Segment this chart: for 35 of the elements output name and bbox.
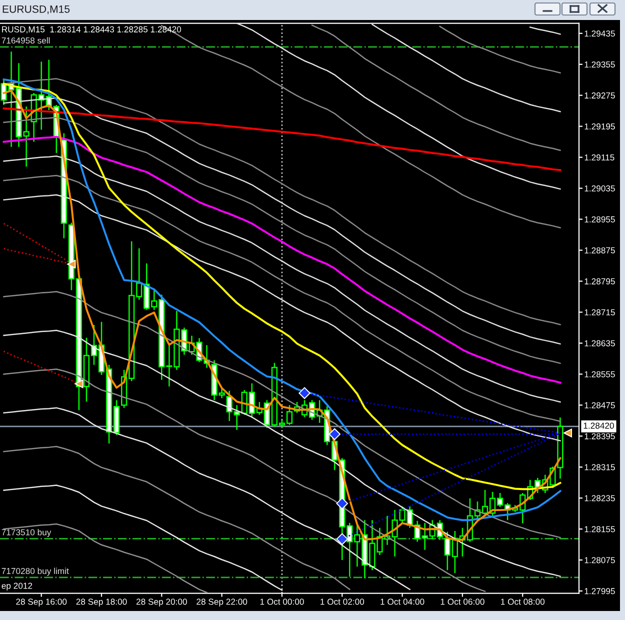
y-tick-label: 1.28635 — [584, 340, 615, 346]
x-tick-label: 1 Oct 06:00 — [440, 598, 484, 605]
y-tick-label: 1.28155 — [584, 526, 615, 532]
x-tick-label: 28 Sep 22:00 — [196, 598, 248, 606]
x-tick-label: 1 Oct 04:00 — [380, 598, 424, 605]
y-tick-label: 1.28475 — [584, 402, 615, 408]
x-tick-label: 28 Sep 20:00 — [136, 598, 187, 606]
x-tick-label: 1 Oct 08:00 — [501, 598, 545, 605]
y-tick-label: 1.29195 — [584, 123, 615, 130]
y-tick-label: 1.28875 — [584, 247, 615, 254]
y-tick-label: 1.29035 — [584, 185, 615, 192]
y-tick-label: 1.29275 — [584, 92, 615, 99]
y-tick-label: 1.29355 — [584, 61, 615, 68]
annotation: ep 2012 — [2, 582, 32, 591]
y-tick-label: 1.28555 — [584, 371, 615, 378]
ref-line-label: 7170280 buy limit — [2, 568, 69, 576]
y-tick-label: 1.28715 — [584, 309, 615, 316]
chart-title: EURUSD,M15 — [2, 5, 70, 14]
y-tick-label: 1.28075 — [584, 557, 615, 564]
annotation: RUSD,M15 1.28314 1.28443 1.28285 1.28420 — [2, 26, 182, 34]
x-tick-label: 1 Oct 02:00 — [320, 598, 364, 605]
x-tick-label: 28 Sep 18:00 — [76, 598, 127, 606]
ref-line-label: 7173510 buy — [2, 529, 52, 538]
y-tick-label: 1.27995 — [584, 588, 615, 594]
y-tick-label: 1.28795 — [584, 278, 615, 284]
ref-line-label: 1.28420 — [584, 422, 614, 429]
ref-line-label: 7164958 sell — [2, 37, 50, 44]
x-tick-label: 28 Sep 16:00 — [16, 598, 67, 606]
y-tick-label: 1.29115 — [584, 154, 614, 160]
y-tick-label: 1.28955 — [584, 216, 615, 222]
y-tick-label: 1.28235 — [584, 495, 615, 502]
x-tick-label: 1 Oct 00:00 — [260, 598, 304, 605]
y-tick-label: 1.29435 — [584, 30, 615, 37]
y-tick-label: 1.28395 — [584, 433, 615, 440]
y-tick-label: 1.28315 — [584, 464, 615, 470]
